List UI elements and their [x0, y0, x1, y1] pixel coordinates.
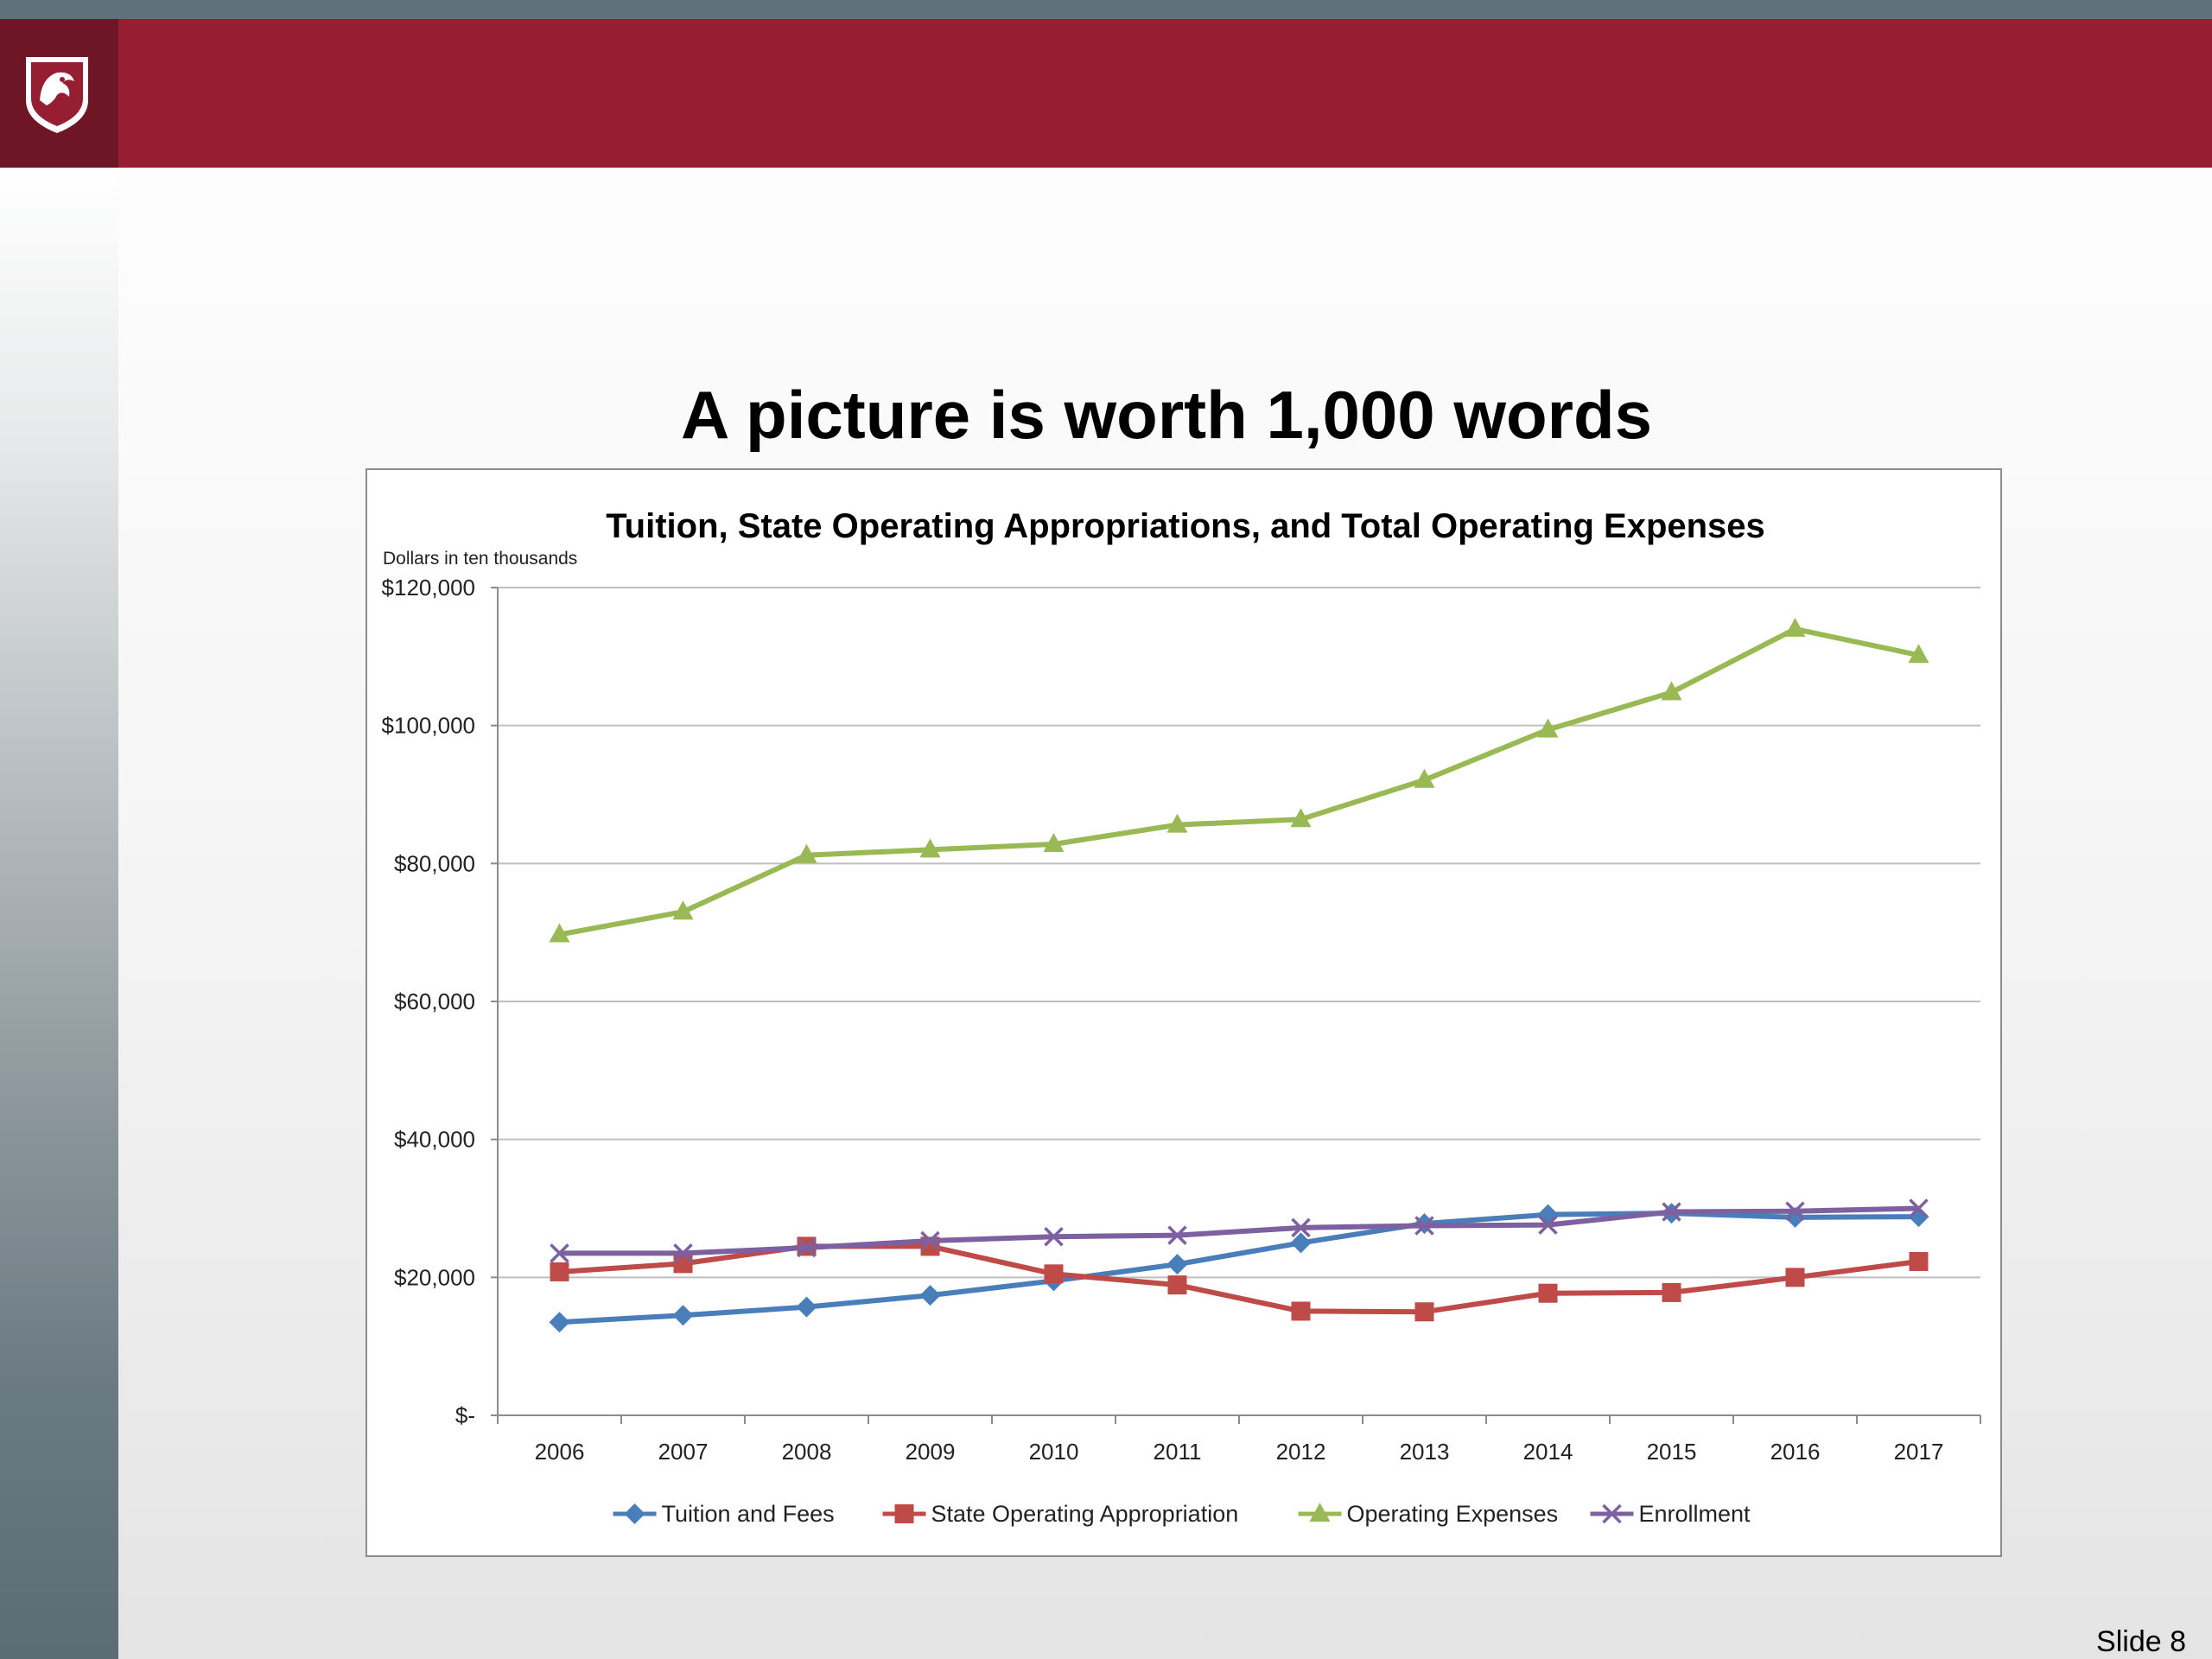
data-point: [1044, 1264, 1064, 1284]
data-point: [549, 1312, 570, 1333]
data-point: [797, 1237, 817, 1258]
x-tick-label: 2008: [782, 1439, 832, 1465]
gridlines: [498, 587, 1980, 1279]
data-point: [796, 843, 817, 863]
data-point: [1785, 1268, 1805, 1287]
legend-entry: Enrollment: [1590, 1501, 1751, 1527]
data-point: [1662, 1202, 1681, 1222]
data-point: [1908, 644, 1929, 664]
data-point: [550, 1262, 569, 1281]
y-tick-label: $60,000: [394, 988, 475, 1014]
data-point: [796, 1296, 817, 1318]
x-tick-label: 2011: [1154, 1439, 1202, 1465]
data-point: [1661, 681, 1682, 701]
x-tick-label: 2015: [1647, 1439, 1697, 1465]
line-chart: Tuition, State Operating Appropriations,…: [382, 507, 1981, 1527]
y-axis-label: Dollars in ten thousands: [383, 549, 577, 569]
data-point: [1167, 1275, 1187, 1295]
logo-container: [0, 19, 118, 168]
legend-swatch-marker: [624, 1503, 645, 1524]
data-point: [672, 900, 694, 920]
series-line: [558, 626, 1920, 938]
legend-swatch-marker: [1602, 1503, 1622, 1524]
legend-swatch-marker: [1309, 1503, 1331, 1522]
y-tick-label: $100,000: [382, 713, 475, 739]
data-point: [549, 923, 570, 943]
data-point: [920, 1230, 940, 1251]
legend-swatch-marker: [894, 1504, 914, 1523]
legend-label: Tuition and Fees: [662, 1501, 835, 1527]
data-point: [673, 1243, 693, 1263]
data-point: [1290, 808, 1312, 828]
data-point: [1537, 1204, 1559, 1225]
series-lines: [549, 617, 1929, 1333]
x-tick-label: 2014: [1523, 1439, 1573, 1465]
data-point: [1909, 1198, 1929, 1218]
legend-label: State Operating Appropriation: [931, 1501, 1239, 1527]
x-tick-label: 2007: [658, 1439, 709, 1465]
legend-label: Enrollment: [1639, 1501, 1751, 1527]
x-tick-label: 2009: [906, 1439, 956, 1465]
series-3: [550, 1198, 1929, 1263]
data-point: [1784, 617, 1806, 637]
data-point: [1414, 1302, 1434, 1322]
legend-entry: Tuition and Fees: [613, 1501, 835, 1527]
data-point: [1538, 1215, 1558, 1235]
x-tick-label: 2017: [1894, 1439, 1944, 1465]
slide-title: A picture is worth 1,000 words: [680, 377, 1653, 453]
chart-frame: Tuition, State Operating Appropriations,…: [365, 468, 2002, 1557]
header-banner: [0, 19, 2212, 168]
data-point: [1043, 832, 1065, 852]
data-point: [550, 1243, 569, 1263]
data-point: [1414, 1216, 1434, 1236]
data-point: [1044, 1226, 1064, 1247]
series-2: [549, 617, 1929, 943]
y-tick-label: $-: [455, 1402, 475, 1428]
series-line: [559, 1205, 1919, 1256]
axes: $- $20,000 $40,000 $60,000 $80,000 $100,000 $1…: [382, 575, 1981, 1465]
series-0: [549, 1203, 1929, 1333]
data-point: [1290, 1232, 1312, 1254]
legend-entry: State Operating Appropriation: [882, 1501, 1239, 1527]
data-point: [1291, 1217, 1311, 1238]
x-tick-label: 2006: [535, 1439, 585, 1465]
y-tick-label: $20,000: [394, 1264, 475, 1290]
y-tick-label: $40,000: [394, 1127, 475, 1153]
left-rail: [0, 168, 118, 1659]
data-point: [1414, 768, 1435, 788]
x-tick-label: 2012: [1276, 1439, 1326, 1465]
y-tick-label: $80,000: [394, 850, 475, 876]
data-point: [919, 838, 941, 858]
x-tick-label: 2013: [1400, 1439, 1450, 1465]
y-tick-label: $120,000: [382, 575, 475, 601]
legend: Tuition and Fees State Operating Appropri…: [613, 1501, 1751, 1527]
data-point: [1167, 1225, 1187, 1245]
data-point: [1785, 1201, 1805, 1221]
data-point: [1166, 813, 1188, 833]
data-point: [919, 1285, 941, 1306]
data-point: [1537, 718, 1559, 738]
data-point: [1909, 1251, 1929, 1271]
legend-label: Operating Expenses: [1347, 1501, 1559, 1527]
legend-entry: Operating Expenses: [1298, 1501, 1559, 1527]
chart-title: Tuition, State Operating Appropriations,…: [606, 507, 1765, 545]
slide-number: Slide 8: [2096, 1625, 2186, 1658]
x-tick-label: 2010: [1029, 1439, 1079, 1465]
data-point: [1662, 1282, 1681, 1302]
top-strip: [0, 0, 2212, 19]
x-tick-label: 2016: [1770, 1439, 1821, 1465]
data-point: [1538, 1283, 1558, 1303]
data-point: [1291, 1301, 1311, 1321]
data-point: [673, 1254, 693, 1274]
data-point: [672, 1305, 694, 1326]
wsu-cougar-shield-icon: [26, 57, 88, 133]
data-point: [1166, 1254, 1188, 1275]
